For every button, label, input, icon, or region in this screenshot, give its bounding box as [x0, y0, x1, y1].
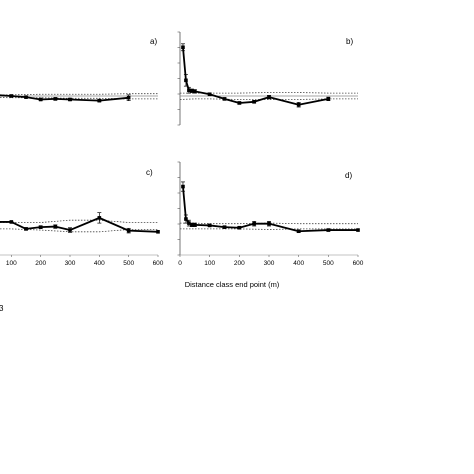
- data-point: [68, 97, 72, 102]
- panel-label: c): [146, 168, 153, 177]
- panel-d: d) 0 100 200 300 400 500 600: [177, 161, 364, 267]
- data-point: [156, 230, 160, 234]
- data-point: [237, 225, 242, 230]
- x-tick-label: 200: [35, 260, 46, 267]
- data-point: [68, 228, 72, 232]
- data-point: [267, 95, 271, 99]
- x-tick-label: 200: [234, 260, 245, 267]
- data-point: [9, 220, 14, 224]
- data-point: [24, 227, 28, 231]
- data-point: [184, 217, 188, 221]
- data-point: [126, 228, 131, 233]
- data-point: [53, 224, 58, 229]
- series-line: [0, 94, 129, 102]
- data-point: [187, 221, 191, 225]
- data-point: [126, 95, 131, 100]
- data-point: [252, 221, 256, 226]
- x-tick-label: 100: [204, 260, 215, 267]
- envelope-upper-line: [0, 93, 158, 96]
- data-point: [24, 95, 28, 99]
- data-point: [326, 228, 331, 232]
- data-point: [53, 97, 58, 101]
- x-tick-label: 500: [123, 260, 134, 267]
- x-tick-label: 400: [293, 260, 304, 267]
- data-point: [193, 223, 197, 227]
- x-axis-title: Distance class end point (m): [185, 280, 280, 289]
- panel-c: c) 100 200 300 400 500 600: [0, 168, 164, 267]
- x-tick-label: 0: [178, 260, 182, 267]
- x-tick-label: 400: [94, 260, 105, 267]
- x-tick-label: 300: [264, 260, 275, 267]
- stray-character: 3: [0, 304, 4, 313]
- data-point: [252, 100, 256, 104]
- x-tick-label: 600: [353, 260, 364, 267]
- x-tick-label: 100: [6, 260, 17, 267]
- x-tick-label: 300: [65, 260, 76, 267]
- data-point: [181, 45, 185, 50]
- panel-label: d): [345, 171, 352, 180]
- panel-b: b): [177, 31, 358, 126]
- data-point: [190, 223, 194, 227]
- data-point: [38, 97, 43, 102]
- data-point: [38, 225, 43, 229]
- data-point: [207, 92, 212, 97]
- data-point: [237, 101, 242, 105]
- data-point: [97, 98, 102, 103]
- panel-label: a): [150, 37, 157, 46]
- data-point: [222, 97, 227, 101]
- data-point: [181, 184, 185, 189]
- panel-label: b): [346, 37, 353, 46]
- data-point: [97, 216, 102, 220]
- data-point: [190, 88, 194, 93]
- data-point: [267, 221, 271, 226]
- envelope-upper-line: [0, 219, 158, 223]
- data-point: [222, 225, 227, 229]
- data-point: [207, 223, 212, 228]
- panel-a: a): [0, 37, 158, 103]
- x-tick-label: 600: [153, 260, 164, 267]
- data-point: [193, 89, 197, 94]
- data-point: [356, 228, 360, 232]
- data-point: [296, 102, 301, 107]
- data-point: [184, 78, 188, 83]
- data-point: [9, 94, 14, 98]
- data-point: [326, 97, 331, 101]
- data-point: [187, 88, 191, 92]
- x-tick-label: 500: [323, 260, 334, 267]
- data-point: [296, 229, 301, 234]
